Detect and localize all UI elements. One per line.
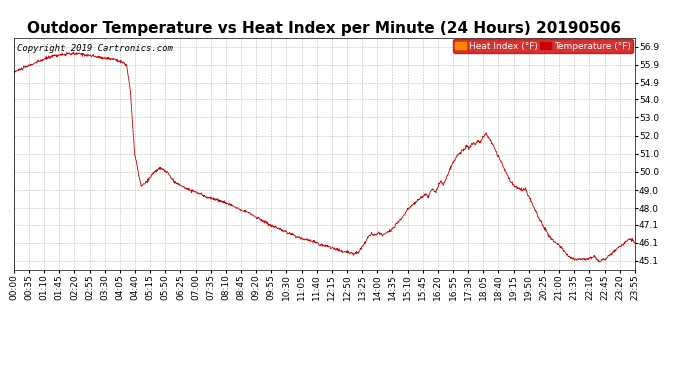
Legend: Heat Index (°F), Temperature (°F): Heat Index (°F), Temperature (°F)	[453, 39, 633, 53]
Text: Copyright 2019 Cartronics.com: Copyright 2019 Cartronics.com	[17, 45, 172, 54]
Title: Outdoor Temperature vs Heat Index per Minute (24 Hours) 20190506: Outdoor Temperature vs Heat Index per Mi…	[27, 21, 622, 36]
